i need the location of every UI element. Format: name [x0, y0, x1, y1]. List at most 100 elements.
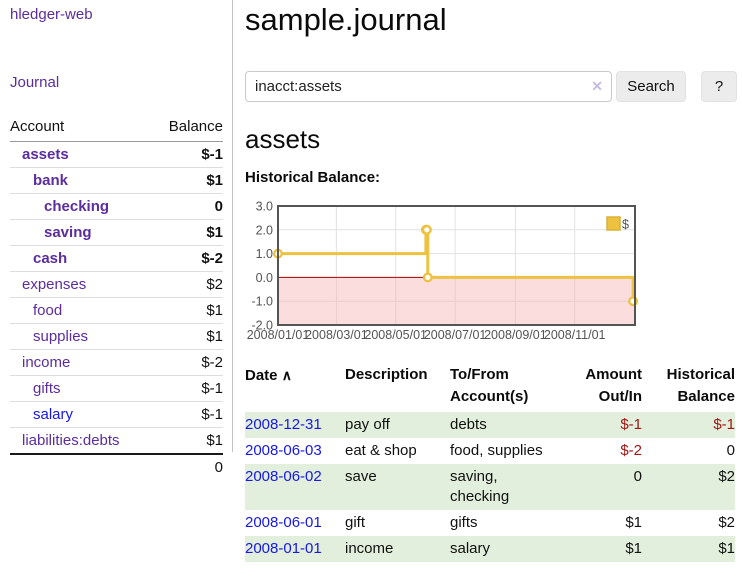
- account-row: income $-2: [10, 349, 223, 376]
- accounts-table: Account Balance assets $-1 bank $1 checkin…: [10, 114, 223, 480]
- account-row: saving $1: [10, 219, 223, 246]
- account-balance: $2: [206, 276, 223, 293]
- transaction-accounts: salary: [450, 540, 491, 557]
- account-balance: $1: [206, 328, 223, 345]
- account-link-salary[interactable]: salary: [33, 406, 74, 423]
- transaction-description: gift: [345, 514, 366, 531]
- date-link[interactable]: 2008-12-31: [245, 416, 322, 433]
- account-row: expenses $2: [10, 271, 223, 298]
- register-header-balance: Historical Balance: [666, 366, 735, 405]
- account-row: assets $-1: [10, 142, 223, 168]
- account-balance: $1: [206, 302, 223, 319]
- search-input[interactable]: [245, 71, 612, 102]
- transaction-date: 2008-06-02: [245, 464, 345, 510]
- help-button[interactable]: ?: [701, 71, 737, 102]
- legend-swatch: [606, 216, 621, 231]
- legend-label: $: [622, 218, 629, 232]
- data-point-marker: [422, 272, 433, 283]
- x-tick-label: 2008/09/01: [484, 328, 547, 342]
- y-tick-label: 3.0: [256, 200, 273, 214]
- clear-search-icon[interactable]: ✕: [591, 78, 603, 94]
- transaction-balance: $2: [718, 514, 735, 531]
- search-form: ✕ Search ?: [245, 71, 742, 102]
- date-link[interactable]: 2008-06-03: [245, 442, 322, 459]
- account-link-income[interactable]: income: [22, 354, 71, 371]
- register-header-description: Description: [345, 366, 428, 383]
- x-tick-label: 2008/03/01: [305, 328, 368, 342]
- page-title: sample.journal: [245, 2, 447, 37]
- date-link[interactable]: 2008-01-01: [245, 540, 322, 557]
- account-link-checking[interactable]: checking: [44, 198, 110, 215]
- transaction-amount: 0: [633, 468, 642, 485]
- account-balance: $-2: [201, 250, 223, 267]
- accounts-header-account: Account: [10, 118, 65, 135]
- transaction-description: income: [345, 540, 394, 557]
- register-row: 2008-06-03 eat & shop food, supplies $-2…: [245, 438, 735, 464]
- account-balance: 0: [214, 198, 223, 215]
- transaction-date: 2008-12-31: [245, 412, 345, 438]
- account-row: bank $1: [10, 167, 223, 194]
- main-content: sample.journal ✕ Search ? assets Histori…: [245, 0, 742, 582]
- x-tick-label: 2008/05/01: [364, 328, 427, 342]
- y-tick-label: 0.0: [256, 271, 273, 285]
- date-link[interactable]: 2008-06-01: [245, 514, 322, 531]
- y-tick-label: 1.0: [256, 247, 273, 261]
- account-row: supplies $1: [10, 323, 223, 350]
- account-link-gifts[interactable]: gifts: [33, 380, 61, 397]
- date-link[interactable]: 2008-06-02: [245, 468, 322, 485]
- account-balance: $-2: [201, 354, 223, 371]
- transaction-amount: $1: [625, 540, 642, 557]
- transaction-amount: $-1: [620, 416, 642, 433]
- transaction-balance: 0: [726, 442, 735, 459]
- sidebar: hledger-web Journal Account Balance asse…: [0, 0, 233, 476]
- transaction-description: eat & shop: [345, 442, 417, 459]
- account-heading: assets: [245, 124, 321, 154]
- plot-area: [278, 206, 635, 325]
- account-link-bank[interactable]: bank: [33, 172, 69, 189]
- register-row: 2008-06-02 save saving, checking 0 $2: [245, 464, 735, 510]
- transaction-date: 2008-01-01: [245, 536, 345, 562]
- transaction-amount: $-2: [620, 442, 642, 459]
- sort-asc-icon: ∧: [281, 367, 292, 383]
- account-balance: $1: [206, 432, 223, 449]
- account-balance: $-1: [201, 406, 223, 423]
- sidebar-item-journal[interactable]: Journal: [10, 74, 60, 91]
- register-header-date[interactable]: Date ∧: [245, 367, 292, 384]
- y-tick-label: -2.0: [251, 319, 273, 333]
- x-tick-label: 2008/07/01: [424, 328, 487, 342]
- account-row: gifts $-1: [10, 375, 223, 402]
- account-balance: $-1: [201, 380, 223, 397]
- search-button[interactable]: Search: [616, 71, 686, 102]
- account-link-supplies[interactable]: supplies: [33, 328, 89, 345]
- data-point-marker: [421, 224, 432, 235]
- account-link-saving[interactable]: saving: [44, 224, 92, 241]
- app-title-link[interactable]: hledger-web: [10, 6, 93, 23]
- register-row: 2008-01-01 income salary $1 $1: [245, 536, 735, 562]
- transaction-balance: $-1: [713, 416, 735, 433]
- historical-balance-chart: 3.0 2.0 1.0 0.0 -1.0 -2.0: [247, 200, 639, 342]
- accounts-total-row: 0: [10, 454, 223, 480]
- negative-region: [278, 277, 635, 325]
- account-link-cash[interactable]: cash: [33, 250, 68, 267]
- register-header-account: To/From Account(s): [450, 366, 529, 405]
- register-header-amount: Amount Out/In: [585, 366, 642, 405]
- transaction-accounts: gifts: [450, 514, 478, 531]
- historical-balance-label: Historical Balance:: [245, 169, 381, 186]
- account-link-expenses[interactable]: expenses: [22, 276, 87, 293]
- account-row: salary $-1: [10, 401, 223, 428]
- transaction-description: save: [345, 468, 377, 485]
- account-link-liabilities-debts[interactable]: liabilities:debts: [22, 432, 120, 449]
- account-balance: $-1: [201, 146, 223, 163]
- account-link-assets[interactable]: assets: [22, 146, 69, 163]
- x-tick-label: 2008/01/01: [247, 328, 310, 342]
- y-tick-label: 2.0: [256, 223, 273, 237]
- chart-legend: $: [606, 216, 629, 232]
- transaction-accounts: saving, checking: [450, 468, 510, 505]
- y-tick-label: -1.0: [251, 295, 273, 309]
- register-row: 2008-06-01 gift gifts $1 $2: [245, 510, 735, 536]
- register-row: 2008-12-31 pay off debts $-1 $-1: [245, 412, 735, 438]
- account-link-food[interactable]: food: [33, 302, 63, 319]
- transaction-date: 2008-06-01: [245, 510, 345, 536]
- account-row: food $1: [10, 297, 223, 324]
- transaction-description: pay off: [345, 416, 390, 433]
